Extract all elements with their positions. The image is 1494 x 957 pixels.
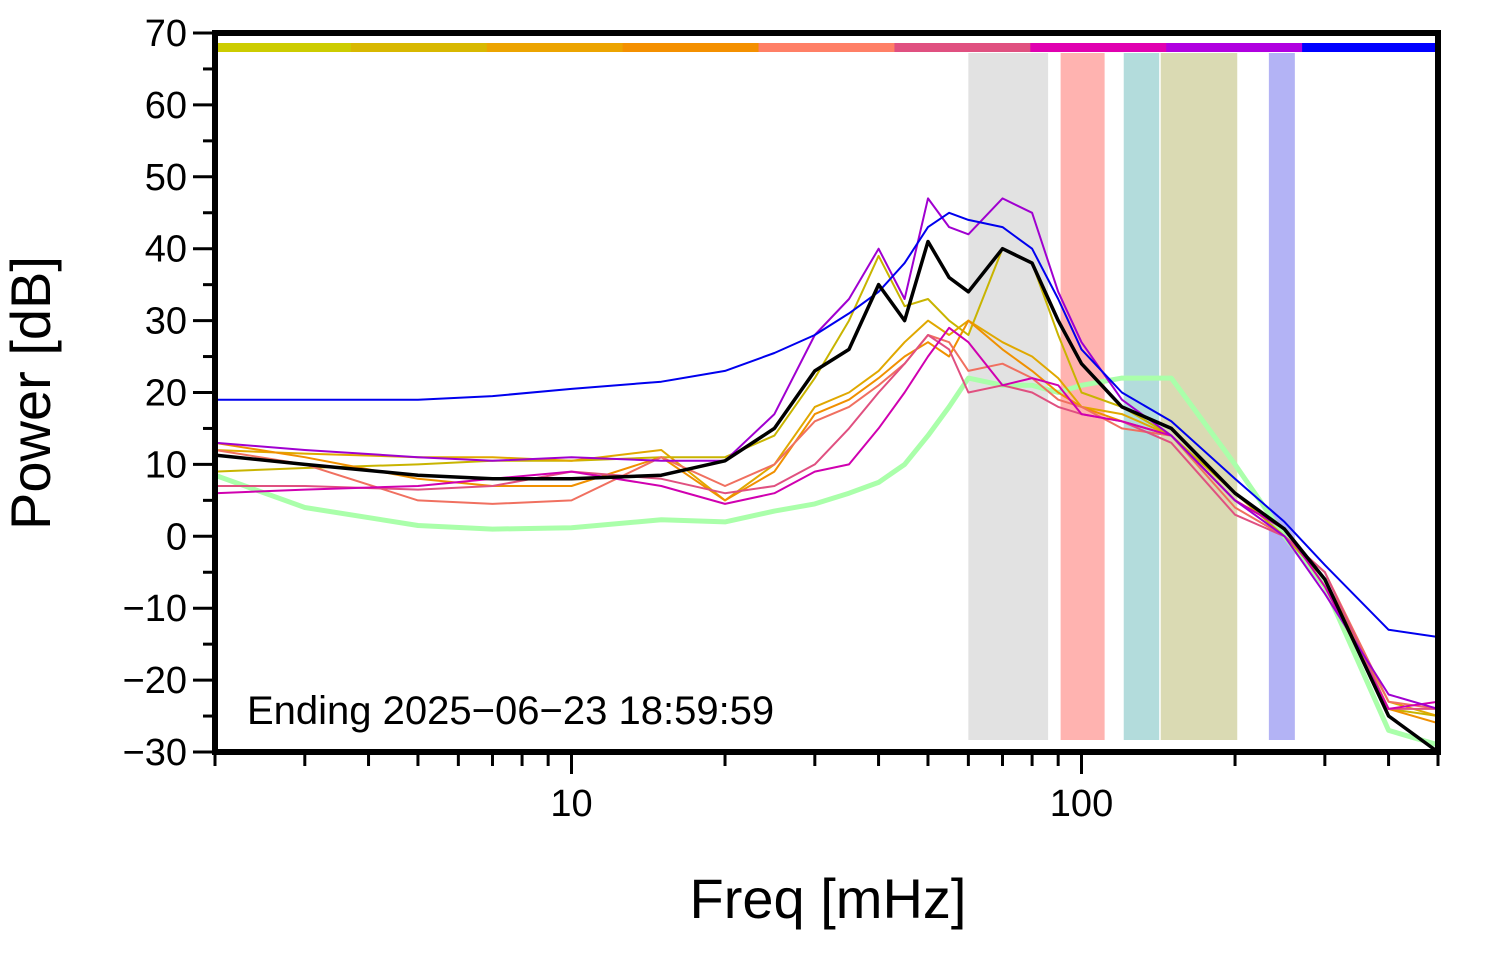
series-line bbox=[215, 375, 1438, 748]
plot-frame bbox=[212, 30, 1441, 755]
y-tick-label: 30 bbox=[145, 301, 187, 343]
y-tick-label: −20 bbox=[123, 660, 187, 702]
y-tick-label: 50 bbox=[145, 157, 187, 199]
color-strip-segment bbox=[622, 43, 760, 52]
y-tick-label: 70 bbox=[145, 13, 187, 55]
x-tick-label: 10 bbox=[550, 783, 592, 825]
y-tick-label: 40 bbox=[145, 229, 187, 271]
series-line bbox=[215, 239, 1438, 752]
x-tick-label: 100 bbox=[1050, 783, 1113, 825]
series-line bbox=[215, 197, 1438, 710]
color-strip-segment bbox=[1302, 43, 1439, 52]
annotation: Ending 2025−06−23 18:59:59 bbox=[247, 689, 774, 733]
y-tick-label: 20 bbox=[145, 373, 187, 415]
series-line bbox=[215, 211, 1438, 638]
series-line bbox=[215, 247, 1438, 717]
color-strip-segment bbox=[350, 43, 488, 52]
y-axis-label: Power [dB] bbox=[0, 256, 62, 530]
color-strip-segment bbox=[1166, 43, 1303, 52]
series-line bbox=[215, 334, 1438, 710]
y-tick-label: −10 bbox=[123, 588, 187, 630]
y-tick-label: 0 bbox=[166, 516, 187, 558]
color-strip-segment bbox=[758, 43, 895, 52]
x-axis-label: Freq [mHz] bbox=[690, 867, 967, 930]
color-strip-segment bbox=[486, 43, 624, 52]
y-tick-label: 10 bbox=[145, 444, 187, 486]
y-tick-label: 60 bbox=[145, 85, 187, 127]
shaded-band bbox=[968, 53, 1049, 740]
y-tick-label: −30 bbox=[123, 732, 187, 774]
shaded-band bbox=[1268, 53, 1295, 740]
color-strip-segment bbox=[215, 43, 352, 52]
color-strip-segment bbox=[1030, 43, 1167, 52]
color-strip-segment bbox=[894, 43, 1031, 52]
shaded-band bbox=[1160, 53, 1238, 740]
